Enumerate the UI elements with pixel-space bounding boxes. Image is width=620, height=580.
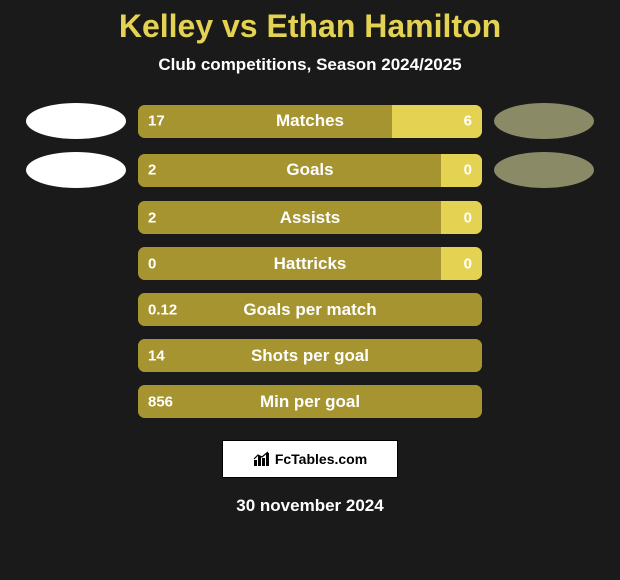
stat-row: 14 Shots per goal bbox=[0, 339, 620, 372]
stat-label: Assists bbox=[280, 208, 340, 228]
stat-label: Goals bbox=[286, 160, 333, 180]
stat-right-value: 6 bbox=[464, 113, 472, 130]
stat-left-value: 2 bbox=[148, 209, 156, 226]
page-title: Kelley vs Ethan Hamilton bbox=[119, 8, 501, 45]
player-right-oval bbox=[494, 103, 594, 139]
stat-row: 2 0 Assists bbox=[0, 201, 620, 234]
stat-bar: 17 6 Matches bbox=[138, 105, 482, 138]
player-left-oval bbox=[26, 103, 126, 139]
date-label: 30 november 2024 bbox=[236, 496, 383, 516]
bar-right-fill bbox=[441, 247, 482, 280]
source-badge: FcTables.com bbox=[222, 440, 398, 478]
source-badge-text: FcTables.com bbox=[275, 451, 367, 467]
stat-row: 856 Min per goal bbox=[0, 385, 620, 418]
stat-row: 2 0 Goals bbox=[0, 152, 620, 188]
stat-bar: 14 Shots per goal bbox=[138, 339, 482, 372]
stat-bar: 2 0 Assists bbox=[138, 201, 482, 234]
stat-left-value: 856 bbox=[148, 393, 173, 410]
bar-right-fill bbox=[441, 201, 482, 234]
chart-bars-icon bbox=[253, 450, 271, 468]
stat-rows: 17 6 Matches 2 0 Goals 2 0 Assists 0 0 Hattricks 0.1… bbox=[0, 103, 620, 418]
stat-right-value: 0 bbox=[464, 255, 472, 272]
stat-left-value: 17 bbox=[148, 113, 165, 130]
stat-bar: 856 Min per goal bbox=[138, 385, 482, 418]
stat-row: 0.12 Goals per match bbox=[0, 293, 620, 326]
stat-bar: 0.12 Goals per match bbox=[138, 293, 482, 326]
stat-row: 0 0 Hattricks bbox=[0, 247, 620, 280]
player-left-oval bbox=[26, 152, 126, 188]
stat-label: Min per goal bbox=[260, 392, 360, 412]
stat-left-value: 0.12 bbox=[148, 301, 177, 318]
stat-bar: 0 0 Hattricks bbox=[138, 247, 482, 280]
stat-label: Goals per match bbox=[243, 300, 376, 320]
stat-left-value: 0 bbox=[148, 255, 156, 272]
stat-label: Shots per goal bbox=[251, 346, 369, 366]
stat-bar: 2 0 Goals bbox=[138, 154, 482, 187]
bar-left-fill bbox=[138, 105, 392, 138]
stat-left-value: 2 bbox=[148, 162, 156, 179]
stat-left-value: 14 bbox=[148, 347, 165, 364]
stat-label: Matches bbox=[276, 111, 344, 131]
stat-row: 17 6 Matches bbox=[0, 103, 620, 139]
bar-right-fill bbox=[441, 154, 482, 187]
comparison-card: Kelley vs Ethan Hamilton Club competitio… bbox=[0, 0, 620, 580]
page-subtitle: Club competitions, Season 2024/2025 bbox=[158, 55, 461, 75]
stat-label: Hattricks bbox=[274, 254, 347, 274]
stat-right-value: 0 bbox=[464, 209, 472, 226]
stat-right-value: 0 bbox=[464, 162, 472, 179]
player-right-oval bbox=[494, 152, 594, 188]
